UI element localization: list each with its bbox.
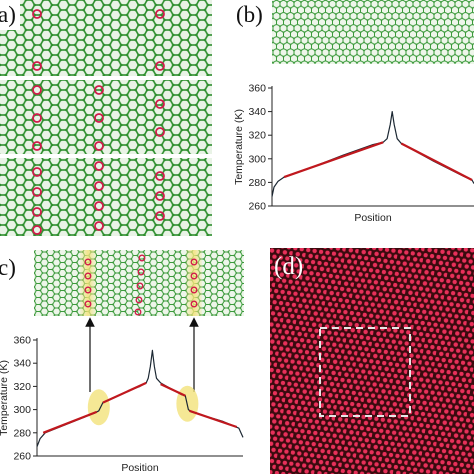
y-axis-label: Temperature (K) — [233, 109, 245, 185]
y-tick-label: 320 — [248, 130, 266, 142]
y-tick-label: 360 — [13, 335, 31, 347]
panel-a-defects — [32, 9, 165, 235]
panel-c-highlight-1 — [80, 250, 96, 316]
linear-fit-line-1 — [42, 410, 98, 434]
x-axis-label: Position — [121, 462, 159, 474]
y-axis-label: Temperature (K) — [0, 360, 10, 436]
y-tick-label: 320 — [13, 381, 31, 393]
y-tick-label: 260 — [248, 201, 266, 213]
panel-d-selection-box — [319, 327, 411, 417]
panel-a-label: a) — [0, 2, 16, 27]
y-tick-label: 340 — [13, 358, 31, 370]
linear-fit-line-2 — [102, 381, 147, 404]
linear-fit-line-2 — [400, 142, 473, 181]
y-tick-label: 280 — [248, 177, 266, 189]
panel-a: a) — [0, 0, 212, 236]
linear-fit-line-1 — [283, 141, 384, 179]
linear-fit-line-3 — [160, 383, 186, 397]
panel-b-chart: 260 280 300 320 340 360 Temperature (K) Positio… — [233, 83, 474, 224]
panel-d: (d) — [270, 248, 474, 474]
panel-a-sheet-2 — [0, 80, 212, 154]
panel-c: c) 260 280 300 320 340 360 Temperature (K) Posi… — [0, 250, 244, 474]
x-axis-label: Position — [354, 212, 392, 224]
y-tick-label: 360 — [248, 83, 266, 95]
panel-c-highlight-2 — [186, 250, 202, 316]
panel-d-image — [270, 248, 474, 474]
panel-c-defects — [84, 254, 198, 316]
y-tick-label: 280 — [13, 427, 31, 439]
panel-c-label: c) — [0, 255, 16, 280]
temperature-profile-line — [36, 349, 244, 447]
y-tick-label: 300 — [248, 153, 266, 165]
y-tick-label: 260 — [13, 451, 31, 463]
panel-d-label: (d) — [274, 253, 303, 280]
panel-a-sheet-3 — [0, 158, 212, 236]
panel-c-chart: 260 280 300 320 340 360 Temperature (K) Positio… — [0, 335, 244, 474]
panel-b: (b) 260 280 300 320 340 360 Temperature (K) Pos… — [233, 0, 474, 224]
panel-a-sheet-1 — [0, 0, 212, 76]
panel-b-label: (b) — [236, 2, 263, 27]
panel-b-sheet — [272, 0, 474, 64]
highlight-ellipse-1 — [87, 389, 110, 426]
temperature-profile-line — [271, 111, 474, 197]
y-tick-label: 340 — [248, 106, 266, 118]
linear-fit-line-4 — [189, 409, 238, 429]
y-tick-label: 300 — [13, 404, 31, 416]
